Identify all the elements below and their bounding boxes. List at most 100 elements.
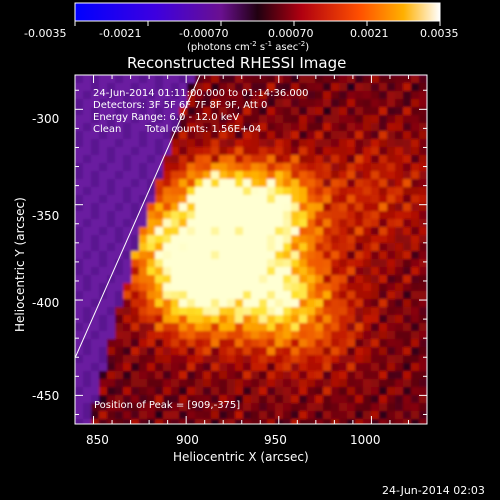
image-pixel (115, 107, 124, 116)
image-pixel (267, 315, 276, 324)
image-pixel (379, 307, 388, 316)
image-pixel (283, 307, 292, 316)
image-pixel (235, 243, 244, 252)
image-pixel (187, 347, 196, 356)
image-pixel (211, 235, 220, 244)
image-pixel (259, 187, 268, 196)
image-pixel (283, 411, 292, 420)
image-pixel (275, 299, 284, 308)
image-pixel (419, 99, 427, 108)
image-pixel (307, 379, 316, 388)
image-pixel (315, 371, 324, 380)
image-pixel (147, 99, 156, 108)
image-pixel (99, 299, 108, 308)
image-pixel (115, 355, 124, 364)
image-pixel (99, 107, 108, 116)
energy-range: Energy Range: 6.0 - 12.0 keV (93, 112, 239, 123)
image-pixel (347, 99, 356, 108)
image-pixel (323, 99, 332, 108)
image-pixel (123, 107, 132, 116)
image-pixel (123, 75, 132, 84)
image-pixel (347, 411, 356, 420)
image-pixel (387, 219, 396, 228)
image-pixel (131, 347, 140, 356)
image-pixel (155, 299, 164, 308)
image-pixel (235, 147, 244, 156)
image-pixel (115, 347, 124, 356)
image-pixel (355, 75, 364, 84)
image-pixel (195, 355, 204, 364)
image-pixel (235, 99, 244, 108)
image-pixel (91, 371, 100, 380)
image-pixel (243, 291, 252, 300)
image-pixel (323, 195, 332, 204)
image-pixel (163, 91, 172, 100)
image-pixel (259, 387, 268, 396)
image-pixel (75, 387, 84, 396)
image-pixel (211, 83, 220, 92)
image-pixel (91, 99, 100, 108)
image-pixel (171, 331, 180, 340)
image-pixel (83, 147, 92, 156)
image-pixel (363, 107, 372, 116)
image-pixel (115, 339, 124, 348)
image-pixel (283, 163, 292, 172)
image-pixel (91, 331, 100, 340)
image-pixel (363, 275, 372, 284)
image-pixel (99, 251, 108, 260)
image-pixel (275, 155, 284, 164)
image-pixel (83, 91, 92, 100)
image-pixel (395, 171, 404, 180)
image-pixel (419, 155, 427, 164)
image-pixel (283, 339, 292, 348)
image-pixel (299, 107, 308, 116)
image-pixel (243, 331, 252, 340)
image-pixel (147, 347, 156, 356)
image-pixel (363, 179, 372, 188)
image-pixel (331, 163, 340, 172)
image-pixel (243, 411, 252, 420)
image-pixel (155, 283, 164, 292)
image-pixel (259, 315, 268, 324)
image-pixel (179, 155, 188, 164)
image-pixel (195, 219, 204, 228)
image-pixel (227, 243, 236, 252)
image-pixel (139, 227, 148, 236)
image-pixel (187, 227, 196, 236)
image-pixel (243, 115, 252, 124)
image-pixel (251, 339, 260, 348)
image-pixel (243, 235, 252, 244)
image-pixel (219, 227, 228, 236)
image-pixel (387, 171, 396, 180)
image-pixel (307, 131, 316, 140)
image-pixel (307, 403, 316, 412)
image-pixel (163, 251, 172, 260)
image-pixel (179, 315, 188, 324)
image-pixel (355, 115, 364, 124)
image-pixel (211, 147, 220, 156)
image-pixel (163, 259, 172, 268)
image-pixel (243, 259, 252, 268)
image-pixel (235, 219, 244, 228)
image-pixel (307, 163, 316, 172)
image-pixel (203, 131, 212, 140)
image-pixel (243, 275, 252, 284)
image-pixel (347, 227, 356, 236)
image-pixel (259, 371, 268, 380)
image-pixel (347, 219, 356, 228)
image-pixel (99, 171, 108, 180)
image-pixel (171, 203, 180, 212)
image-pixel (139, 243, 148, 252)
image-pixel (211, 227, 220, 236)
image-pixel (211, 219, 220, 228)
image-pixel (411, 227, 420, 236)
image-pixel (91, 227, 100, 236)
image-pixel (419, 355, 427, 364)
image-pixel (211, 291, 220, 300)
image-pixel (371, 331, 380, 340)
image-pixel (235, 299, 244, 308)
image-pixel (339, 107, 348, 116)
image-pixel (411, 107, 420, 116)
image-pixel (251, 115, 260, 124)
image-pixel (403, 299, 412, 308)
